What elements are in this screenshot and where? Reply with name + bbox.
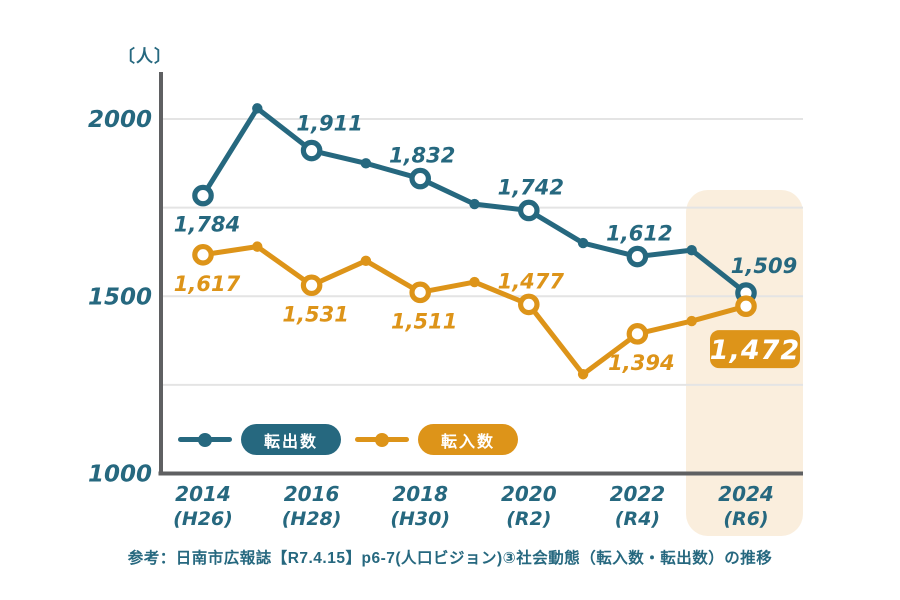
y-tick-label: 1500 [88, 284, 152, 310]
y-tick-label: 1000 [88, 462, 152, 488]
movein-point [409, 281, 431, 304]
moveout-point [577, 237, 589, 249]
movein-point [517, 293, 540, 316]
moveout-point [469, 198, 480, 210]
moveout-point [626, 245, 649, 268]
x-tick-label: 2022 [610, 482, 666, 506]
legend-moveout-line-marker [178, 432, 232, 447]
x-tick-era-label: (R4) [615, 508, 660, 530]
x-tick-era-label: (H28) [282, 508, 342, 530]
moveout-point [192, 184, 214, 207]
x-tick-era-label: (H30) [390, 508, 450, 530]
x-tick-label: 2024 [718, 482, 774, 506]
x-tick-label: 2020 [501, 482, 557, 506]
movein-point [360, 255, 372, 266]
movein-value-label: 1,617 [174, 272, 241, 296]
moveout-point [409, 167, 431, 190]
moveout-point [517, 199, 540, 222]
moveout-value-label: 1,911 [296, 112, 362, 136]
movein-value-label: 1,477 [498, 269, 565, 293]
legend-movein-line-marker [355, 432, 409, 447]
movein-point [686, 315, 697, 327]
movein-point [735, 295, 757, 317]
movein-value-label: 1,394 [608, 351, 674, 375]
y-axis-unit-label: 〔人〕 [118, 47, 172, 66]
moveout-point [360, 158, 372, 169]
x-tick-era-label: (R6) [723, 508, 768, 530]
x-tick-label: 2014 [175, 482, 231, 506]
movein-point [252, 241, 263, 252]
movein-point [300, 274, 323, 297]
x-tick-label: 2016 [284, 482, 340, 506]
moveout-point [300, 139, 323, 162]
movein-point [192, 243, 214, 266]
moveout-value-label: 1,612 [606, 222, 672, 246]
moveout-value-label: 1,784 [174, 213, 240, 237]
movein-value-label: 1,511 [391, 309, 457, 333]
movein-point [577, 369, 589, 380]
movein-2024-value-badge [710, 330, 800, 369]
moveout-value-label: 1,509 [731, 254, 797, 278]
legend-moveout-dot-icon [198, 432, 212, 447]
legend: 転出数 転入数 [178, 423, 532, 456]
moveout-value-label: 1,832 [389, 144, 455, 168]
source-note: 参考：日南市広報誌【R7.4.15】p6-7(人口ビジョン)③社会動態（転入数・… [127, 550, 773, 567]
movein-value-label: 1,531 [282, 302, 348, 326]
x-tick-era-label: (H26) [173, 508, 233, 530]
x-tick-label: 2018 [392, 482, 448, 506]
moveout-point [686, 244, 697, 256]
legend-movein-pill: 転入数 [418, 424, 518, 455]
movein-point [626, 323, 649, 345]
movein-value-label: 1,472 [710, 335, 800, 366]
y-tick-label: 2000 [88, 107, 152, 133]
moveout-value-label: 1,742 [498, 175, 564, 199]
legend-movein-dot-icon [375, 432, 389, 447]
movein-point [469, 276, 480, 288]
legend-moveout-pill: 転出数 [241, 424, 341, 455]
moveout-point [252, 103, 263, 114]
x-tick-era-label: (R2) [506, 508, 551, 530]
